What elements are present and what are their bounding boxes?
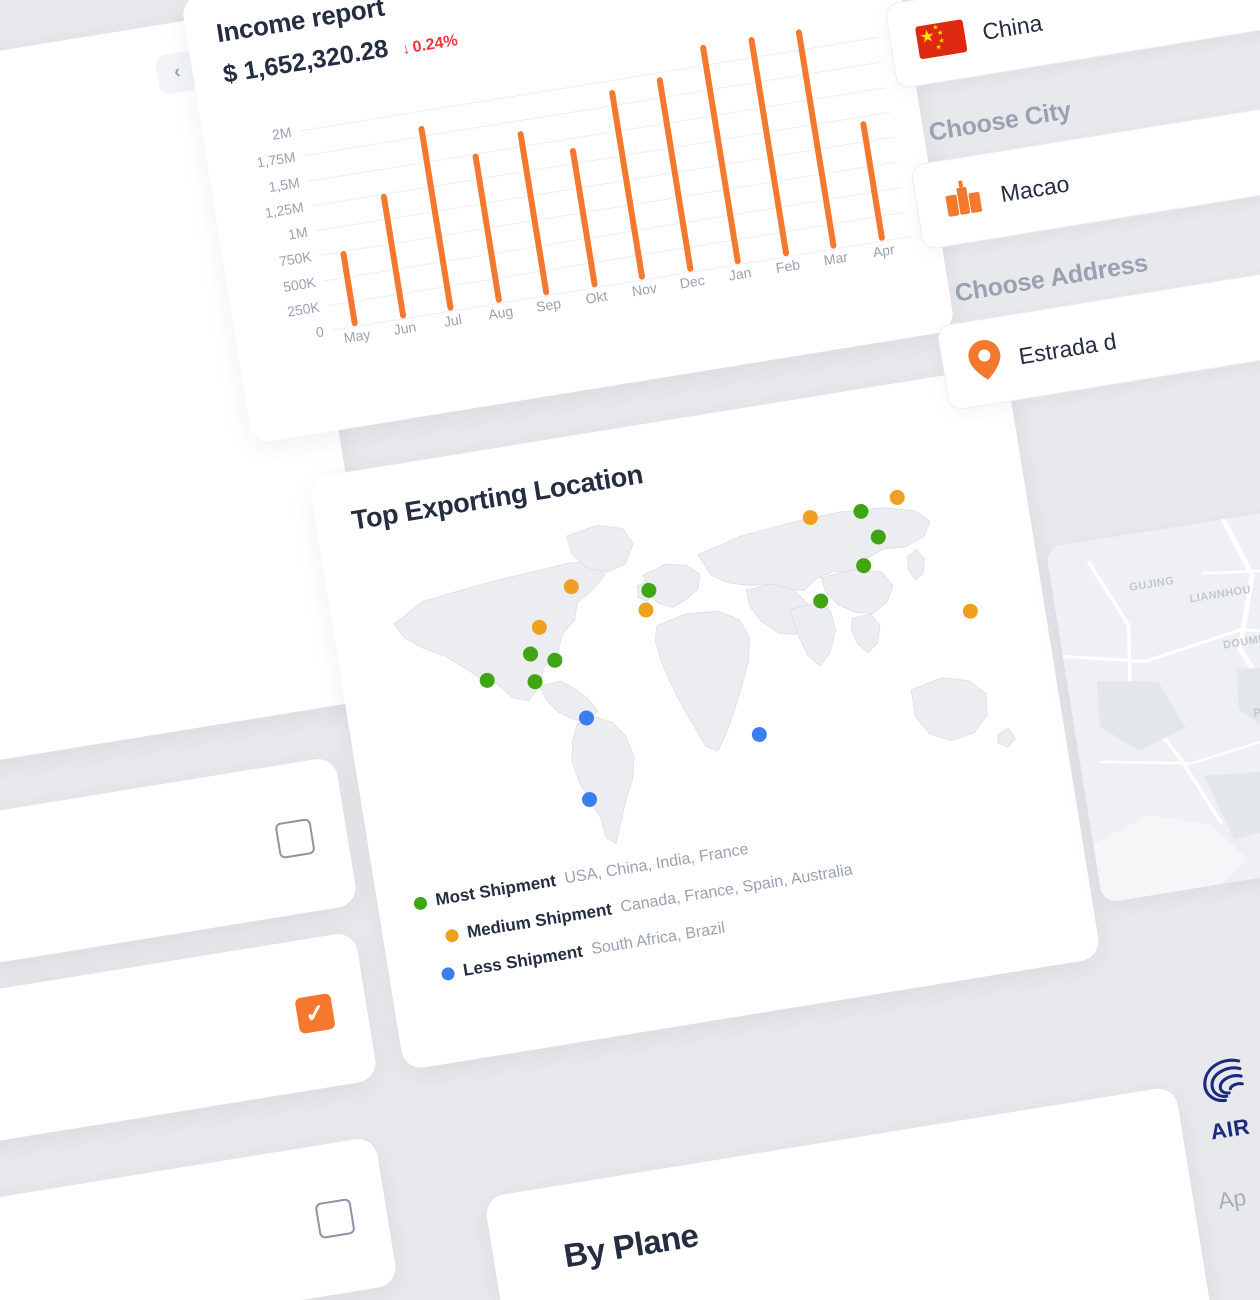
by-plane-card: By Plane: [483, 1085, 1217, 1300]
legend-label: Less Shipment: [461, 941, 585, 980]
income-delta-badge: ↓ 0.24%: [401, 32, 459, 59]
chart-x-tick-label: Apr: [871, 241, 896, 261]
legend-color-dot: [412, 895, 428, 911]
chart-y-tick-label: 1,25M: [263, 198, 305, 221]
option-row-tracked[interactable]: Tracked ✓: [0, 931, 379, 1169]
airline-name: AIR: [1208, 1113, 1252, 1145]
arrow-down-icon: ↓: [401, 39, 412, 58]
airline-swirl-icon: [1203, 1058, 1244, 1103]
income-report-card: Income report $ 1,652,320.28 ↓ 0.24% 0 25…: [180, 0, 956, 445]
chart-y-tick-label: 250K: [285, 298, 321, 320]
mini-map-svg: [1045, 496, 1260, 904]
chart-x-tick-label: Feb: [774, 256, 802, 276]
checkbox-checked[interactable]: ✓: [294, 992, 336, 1035]
city-map-preview[interactable]: BANFUGUJINGLIANNHOUBAIJIAODOUMENPINGSHA: [1045, 496, 1260, 904]
city-select[interactable]: Macao: [910, 90, 1260, 251]
chart-y-tick-label: 1,75M: [255, 149, 297, 172]
china-flag-icon: ★ ★ ★ ★ ★: [914, 18, 968, 59]
chart-x-tick-label: Jun: [392, 318, 418, 338]
chart-bar[interactable]: [418, 125, 455, 312]
location-form-panel: Choose Counrtry ★★ ★★ ★ China Choose Cit…: [877, 0, 1260, 653]
chart-y-tick-label: 750K: [277, 248, 313, 270]
chart-x-tick-label: Okt: [584, 287, 609, 307]
by-plane-title: By Plane: [561, 1216, 701, 1275]
legend-label: Medium Shipment: [465, 899, 614, 942]
income-delta-value: 0.24%: [411, 31, 459, 56]
legend-color-dot: [440, 965, 456, 981]
chart-y-tick-label: 1,5M: [267, 173, 301, 195]
map-pin-icon: [966, 337, 1005, 387]
option-row-third[interactable]: [0, 1136, 399, 1300]
top-exporting-location-card: Top Exporting Location: [308, 365, 1102, 1071]
chart-x-tick-label: Sep: [534, 295, 563, 315]
checkbox-unchecked[interactable]: [314, 1197, 356, 1240]
chart-bar[interactable]: [517, 130, 550, 296]
chart-x-tick-label: Aug: [487, 302, 515, 323]
chart-bar[interactable]: [380, 193, 407, 319]
chart-bar[interactable]: [569, 147, 598, 288]
chart-x-tick-label: Jul: [442, 311, 463, 330]
chart-y-tick-label: 1M: [286, 223, 309, 243]
chart-x-tick-label: Nov: [630, 279, 658, 300]
chart-y-tick-label: 0: [314, 323, 325, 341]
checkbox-unchecked[interactable]: [274, 817, 316, 860]
city-buildings-icon: [940, 177, 986, 224]
chart-y-tick-label: 2M: [270, 124, 293, 144]
chart-bar[interactable]: [340, 250, 359, 327]
world-map[interactable]: [356, 443, 1038, 892]
legend-color-dot: [444, 927, 460, 943]
airline-subtitle: Ap: [1216, 1183, 1248, 1215]
chart-bar[interactable]: [471, 152, 503, 304]
legend-countries: South Africa, Brazil: [590, 919, 727, 959]
chart-bar[interactable]: [859, 120, 886, 242]
city-value: Macao: [998, 169, 1071, 207]
chart-x-tick-label: May: [342, 325, 372, 346]
chart-x-tick-label: Mar: [822, 248, 849, 269]
airline-logo: AIR: [1189, 1048, 1260, 1147]
country-value: China: [980, 9, 1044, 45]
chart-y-tick-label: 500K: [281, 273, 317, 295]
address-value: Estrada d: [1016, 327, 1119, 369]
chart-x-tick-label: Dec: [678, 271, 706, 292]
chart-x-tick-label: Jan: [727, 264, 753, 284]
address-select[interactable]: Estrada d: [936, 251, 1260, 412]
